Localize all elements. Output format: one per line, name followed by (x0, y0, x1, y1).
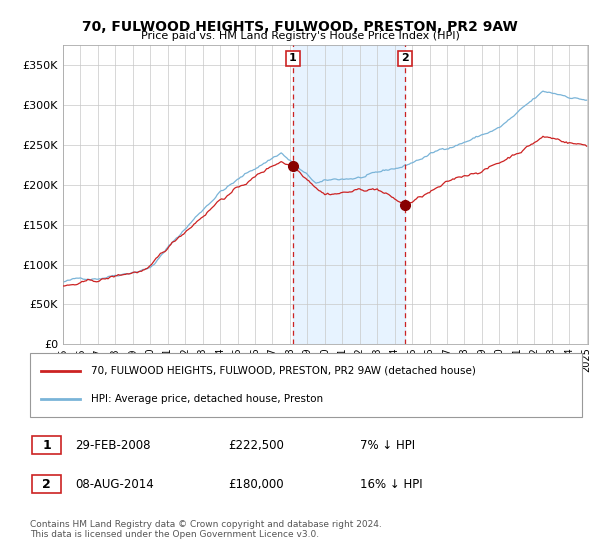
Text: 16% ↓ HPI: 16% ↓ HPI (360, 478, 422, 491)
Text: 2: 2 (401, 53, 409, 63)
FancyBboxPatch shape (32, 436, 61, 454)
Text: Price paid vs. HM Land Registry's House Price Index (HPI): Price paid vs. HM Land Registry's House … (140, 31, 460, 41)
Text: 7% ↓ HPI: 7% ↓ HPI (360, 438, 415, 452)
Text: 70, FULWOOD HEIGHTS, FULWOOD, PRESTON, PR2 9AW (detached house): 70, FULWOOD HEIGHTS, FULWOOD, PRESTON, P… (91, 366, 476, 376)
Text: 1: 1 (289, 53, 297, 63)
Text: £180,000: £180,000 (228, 478, 284, 491)
FancyBboxPatch shape (32, 475, 61, 493)
Text: 70, FULWOOD HEIGHTS, FULWOOD, PRESTON, PR2 9AW: 70, FULWOOD HEIGHTS, FULWOOD, PRESTON, P… (82, 20, 518, 34)
Text: HPI: Average price, detached house, Preston: HPI: Average price, detached house, Pres… (91, 394, 323, 404)
Text: Contains HM Land Registry data © Crown copyright and database right 2024.
This d: Contains HM Land Registry data © Crown c… (30, 520, 382, 539)
Bar (293, 45, 405, 344)
FancyBboxPatch shape (30, 353, 582, 417)
Text: 08-AUG-2014: 08-AUG-2014 (75, 478, 154, 491)
Text: 29-FEB-2008: 29-FEB-2008 (75, 438, 151, 452)
Text: £222,500: £222,500 (228, 438, 284, 452)
Text: 1: 1 (42, 438, 51, 452)
Text: 2: 2 (42, 478, 51, 491)
